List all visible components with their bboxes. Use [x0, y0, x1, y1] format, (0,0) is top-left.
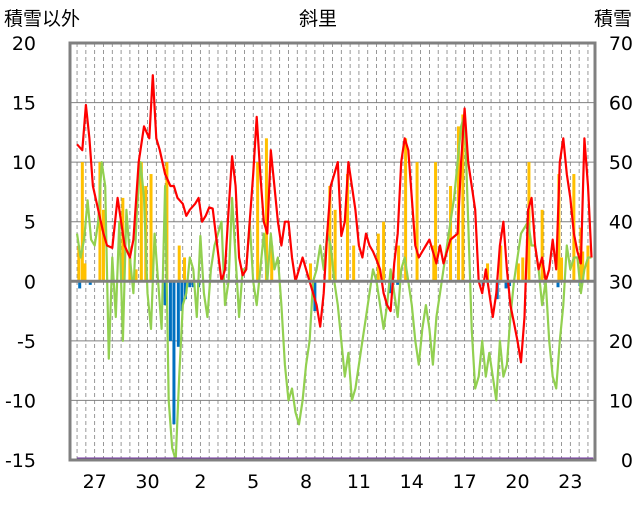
orange-bar	[586, 245, 590, 282]
orange-bar	[333, 209, 337, 282]
orange-bar	[328, 185, 332, 282]
y-tick-label: 5	[24, 212, 36, 234]
orange-bar	[128, 257, 132, 282]
orange-bar	[415, 162, 419, 282]
orange-bar	[581, 251, 585, 282]
blue-bar	[396, 281, 400, 285]
x-tick-label: 8	[300, 471, 312, 493]
orange-bar	[432, 245, 436, 282]
blue-bar	[172, 281, 176, 425]
y-right-tick-label: 50	[609, 152, 633, 174]
orange-bar	[264, 138, 268, 282]
orange-bar	[352, 245, 356, 282]
y-right-tick-label: 20	[609, 331, 633, 353]
orange-bar	[270, 245, 274, 282]
y-tick-label: -5	[17, 331, 36, 353]
x-tick-label: 17	[453, 471, 477, 493]
orange-bar	[77, 245, 81, 282]
y-tick-label: 10	[12, 152, 36, 174]
chart-title: 斜里	[299, 8, 337, 30]
green-series-line	[75, 113, 592, 462]
x-tick-label: 30	[135, 471, 159, 493]
orange-bar	[461, 114, 465, 282]
orange-bar	[177, 245, 181, 282]
right-axis-label: 積雪	[594, 8, 632, 30]
x-tick-label: 14	[400, 471, 424, 493]
labels: 積雪以外 斜里 積雪 20151050-5-10-157060504030201…	[4, 8, 633, 493]
y-tick-label: 20	[12, 33, 36, 55]
y-tick-label: -10	[5, 390, 36, 412]
orange-bar	[540, 209, 544, 282]
orange-bar	[397, 245, 401, 282]
y-right-tick-label: 0	[621, 450, 633, 472]
orange-bar	[382, 221, 386, 282]
y-right-tick-label: 10	[609, 390, 633, 412]
y-right-tick-label: 70	[609, 33, 633, 55]
orange-bar	[434, 162, 438, 282]
blue-bar	[504, 281, 508, 289]
y-right-tick-label: 40	[609, 212, 633, 234]
left-axis-label: 積雪以外	[4, 8, 80, 30]
orange-bar	[308, 263, 312, 282]
plot-border	[68, 41, 597, 462]
orange-bar	[101, 209, 105, 282]
orange-bar	[139, 162, 143, 282]
axes	[68, 41, 597, 462]
orange-bar	[560, 257, 564, 282]
y-tick-label: 15	[12, 93, 36, 115]
blue-bar	[176, 281, 180, 347]
orange-bar	[557, 174, 561, 282]
blue-bar	[163, 281, 167, 306]
orange-bar	[516, 263, 520, 282]
blue-bar	[180, 281, 184, 312]
y-tick-label: -15	[5, 450, 36, 472]
blue-bar	[168, 281, 172, 341]
x-tick-label: 5	[247, 471, 259, 493]
orange-bar	[83, 263, 87, 282]
blue-bar	[508, 281, 512, 287]
x-tick-label: 27	[83, 471, 107, 493]
orange-bar	[256, 162, 260, 282]
orange-bar	[345, 174, 349, 282]
blue-bar	[88, 281, 92, 285]
orange-bar	[134, 269, 138, 282]
orange-bar	[165, 162, 169, 282]
y-right-tick-label: 30	[609, 271, 633, 293]
orange-bar	[486, 263, 490, 282]
x-tick-label: 23	[558, 471, 582, 493]
orange-bar	[80, 162, 84, 282]
orange-bar	[376, 233, 380, 282]
orange-bar	[521, 257, 525, 282]
blue-bar	[78, 281, 82, 289]
orange-bar	[499, 245, 503, 282]
orange-bar	[449, 185, 453, 282]
orange-bar	[404, 138, 408, 282]
x-tick-label: 11	[347, 471, 371, 493]
blue-bar	[183, 281, 187, 300]
orange-bar	[183, 257, 187, 282]
red-series-line	[76, 74, 593, 364]
y-right-tick-label: 60	[609, 93, 633, 115]
blue-bar	[556, 281, 560, 288]
x-tick-label: 2	[194, 471, 206, 493]
orange-bar	[149, 174, 153, 282]
blue-bar	[188, 281, 192, 288]
y-tick-label: 0	[24, 271, 36, 293]
x-tick-label: 20	[505, 471, 529, 493]
